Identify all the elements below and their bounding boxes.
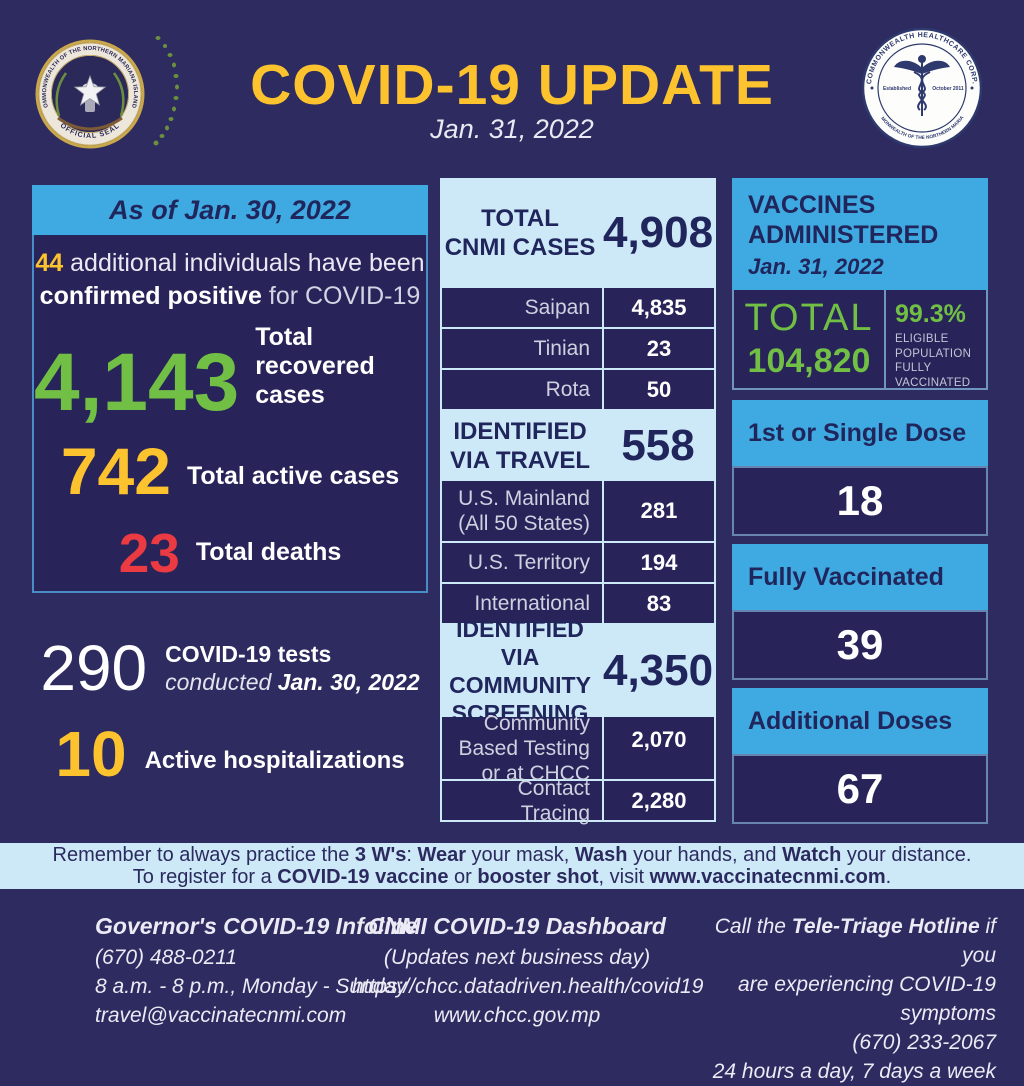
fully-vaccinated-value: 39 [732, 610, 988, 680]
page-date: Jan. 31, 2022 [430, 114, 594, 144]
vaccines-date: Jan. 31, 2022 [748, 254, 884, 279]
hotline-contact: Call the Tele-Triage Hotline if you are … [690, 912, 996, 1086]
active-cases-value: 742 [60, 434, 171, 508]
dashboard-contact: CNMI COVID-19 Dashboard (Updates next bu… [352, 912, 704, 1030]
deaths-value: 23 [118, 521, 180, 584]
star-icon [73, 74, 107, 106]
cnmi-official-seal: COMMONWEALTH OF THE NORTHERN MARIANA ISL… [28, 22, 179, 149]
cases-table: TOTAL CNMI CASES 4,908 Saipan 4,835 Tini… [440, 178, 716, 825]
left-panel-header: As of Jan. 30, 2022 [32, 185, 428, 235]
section-title: TOTAL CNMI CASES [444, 205, 596, 261]
first-dose-value: 18 [732, 466, 988, 536]
active-cases-label: Total active cases [186, 461, 400, 490]
infoline-email: travel@vaccinatecnmi.com [95, 1004, 347, 1027]
recovered-label: Total recovered cases [255, 323, 375, 409]
table-row: Saipan 4,835 [440, 288, 716, 329]
chcc-established-right: October 2011 [932, 86, 964, 92]
infoline-hours: 8 a.m. - 8 p.m., Monday - Sunday [95, 975, 407, 998]
vaccination-rate-value: 99.3% [895, 300, 966, 328]
banner-line-1: Remember to always practice the 3 W's: W… [52, 844, 972, 866]
tests-stat: 290 COVID-19 tests conducted Jan. 30, 20… [32, 636, 428, 700]
page-title: COVID-19 UPDATE [250, 53, 774, 117]
new-cases-value: 44 [35, 249, 64, 277]
vaccination-rate: 99.3% ELIGIBLE POPULATION FULLY VACCINAT… [884, 290, 986, 389]
table-row: Tinian 23 [440, 329, 716, 370]
deaths-stat: 23 Total deaths [34, 521, 426, 584]
total-cnmi-cases-value: 4,908 [602, 208, 714, 257]
fully-vaccinated-label: Fully Vaccinated [732, 544, 988, 610]
wreath-icon [57, 116, 123, 131]
tests-value: 290 [40, 632, 148, 704]
left-panel: 44 additional individuals have been conf… [32, 235, 428, 593]
section-title: IDENTIFIED VIA TRAVEL [450, 418, 591, 474]
confirmed-positive-text: 44 additional individuals have been conf… [35, 249, 425, 310]
vaccines-total: TOTAL 104,820 [744, 297, 874, 380]
table-row: U.S. Territory 194 [440, 543, 716, 584]
hotline-hours: 24 hours a day, 7 days a week [712, 1060, 996, 1083]
vaccination-rate-caption: ELIGIBLE POPULATION FULLY VACCINATED [895, 333, 972, 389]
community-screening-value: 4,350 [602, 646, 714, 695]
hospitalizations-value: 10 [55, 718, 127, 790]
section-title: IDENTIFIED VIA COMMUNITY SCREENING [449, 616, 591, 726]
table-row: Contact Tracing 2,280 [440, 777, 716, 825]
recovered-stat: 4,143 Total recovered cases [34, 323, 426, 429]
tests-label-block: COVID-19 tests conducted Jan. 30, 2022 [165, 641, 420, 695]
table-row: International 83 [440, 584, 716, 625]
infoline-contact: Governor's COVID-19 Infoline (670) 488-0… [95, 912, 425, 1030]
community-screening-header: IDENTIFIED VIA COMMUNITY SCREENING 4,350 [440, 616, 716, 726]
table-row: Rota 50 [440, 370, 716, 411]
deaths-label: Total deaths [195, 537, 342, 566]
total-cnmi-cases-header: TOTAL CNMI CASES 4,908 [440, 178, 716, 288]
infoline-phone: (670) 488-0211 [95, 946, 238, 969]
hotline-line-1: Call the Tele-Triage Hotline if you [714, 915, 996, 967]
vaccines-total-value: 104,820 [747, 342, 871, 380]
recovered-value: 4,143 [34, 337, 240, 429]
dashboard-title: CNMI COVID-19 Dashboard [368, 913, 666, 939]
vaccines-header: VACCINES ADMINISTERED Jan. 31, 2022 [732, 178, 988, 290]
hotline-phone: (670) 233-2067 [852, 1031, 996, 1054]
hotline-line-2: are experiencing COVID-19 symptoms [738, 973, 996, 1025]
vaccines-total-box: TOTAL 104,820 99.3% ELIGIBLE POPULATION … [732, 290, 988, 390]
reminder-banner: Remember to always practice the 3 W's: W… [0, 843, 1024, 889]
island-chain-icon [153, 36, 179, 146]
chcc-established-left: Established [883, 86, 911, 92]
additional-doses-label: Additional Doses [732, 688, 988, 754]
chcc-logo: Established October 2011 COMMONWEALTH HE… [860, 26, 983, 149]
additional-doses-value: 67 [732, 754, 988, 824]
caduceus-icon [894, 55, 950, 116]
banner-line-2: To register for a COVID-19 vaccine or bo… [132, 866, 892, 888]
dashboard-url: https://chcc.datadriven.health/covid19 [352, 975, 704, 998]
hospitalizations-stat: 10 Active hospitalizations [32, 722, 428, 786]
dashboard-url-2: www.chcc.gov.mp [433, 1004, 601, 1027]
first-dose-label: 1st or Single Dose [732, 400, 988, 466]
active-cases-stat: 742 Total active cases [34, 434, 426, 508]
infoline-title: Governor's COVID-19 Infoline [95, 913, 418, 939]
table-row: Community Based Testing or at CHCC 2,070 [440, 712, 716, 785]
travel-cases-value: 558 [621, 421, 695, 470]
hospitalizations-label: Active hospitalizations [144, 747, 405, 774]
travel-cases-header: IDENTIFIED VIA TRAVEL 558 [440, 411, 716, 481]
table-row: U.S. Mainland (All 50 States) 281 [440, 481, 716, 543]
dashboard-note: (Updates next business day) [383, 946, 651, 969]
